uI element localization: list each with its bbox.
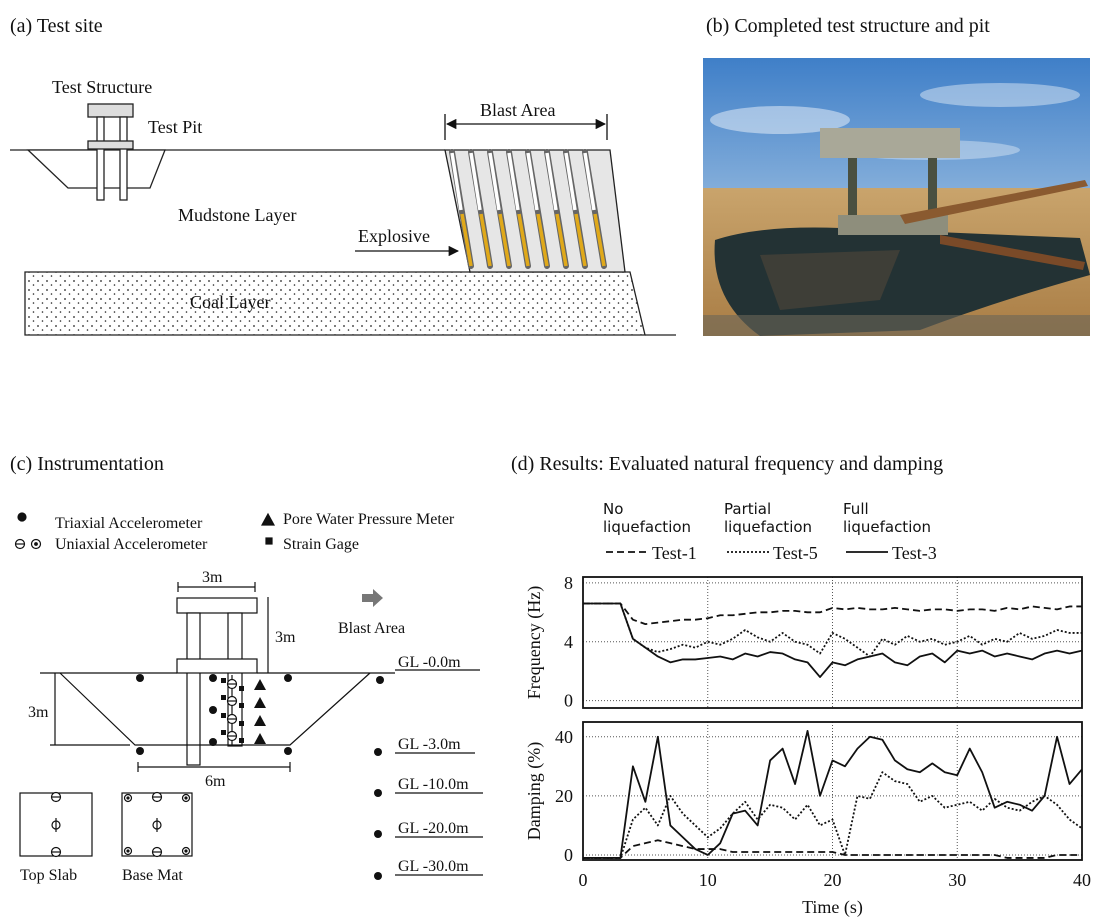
- panel-title: (c) Instrumentation: [10, 453, 164, 475]
- label: Top Slab: [20, 867, 77, 884]
- y-tick-label: 0: [564, 845, 573, 865]
- label: Coal Layer: [190, 292, 270, 312]
- legend-label: Test-3: [892, 543, 937, 563]
- x-tick-label: 40: [1073, 870, 1091, 890]
- figure-canvas: (a) Test site Test Structure Test Pit Bl…: [0, 0, 1096, 919]
- level-label: GL -10.0m: [398, 776, 469, 793]
- x-tick-label: 0: [579, 870, 588, 890]
- y-axis-label: Damping (%): [524, 742, 545, 840]
- legend-label: Strain Gage: [283, 536, 359, 553]
- y-tick-label: 8: [564, 573, 573, 593]
- annotation: Partial liquefaction: [724, 500, 824, 536]
- label: Test Pit: [148, 117, 202, 137]
- label: Blast Area: [338, 620, 405, 637]
- y-tick-label: 4: [564, 632, 573, 652]
- panel-title: (b) Completed test structure and pit: [706, 15, 990, 37]
- dimension-label: 3m: [275, 629, 296, 646]
- y-tick-label: 20: [555, 786, 573, 806]
- label: Test Structure: [52, 77, 152, 97]
- dimension-label: 6m: [205, 773, 226, 790]
- level-label: GL -0.0m: [398, 654, 461, 671]
- annotation: Full liquefaction: [843, 500, 943, 536]
- legend-label: Test-1: [652, 543, 697, 563]
- series-line: [583, 603, 1082, 656]
- y-tick-label: 0: [564, 691, 573, 711]
- label: Base Mat: [122, 867, 183, 884]
- legend-label: Triaxial Accelerometer: [55, 515, 203, 532]
- level-label: GL -30.0m: [398, 858, 469, 875]
- legend-label: Test-5: [773, 543, 818, 563]
- y-tick-label: 40: [555, 727, 573, 747]
- x-tick-label: 20: [824, 870, 842, 890]
- level-label: GL -20.0m: [398, 820, 469, 837]
- annotation: No liquefaction: [603, 500, 703, 536]
- level-label: GL -3.0m: [398, 736, 461, 753]
- x-tick-label: 10: [699, 870, 717, 890]
- x-tick-label: 30: [948, 870, 966, 890]
- photo: [703, 58, 1090, 336]
- panel-title: (a) Test site: [10, 15, 103, 37]
- y-axis-label: Frequency (Hz): [524, 586, 545, 699]
- figure: (a) Test site Test Structure Test Pit Bl…: [0, 0, 1096, 919]
- panel-title: (d) Results: Evaluated natural frequency…: [511, 453, 943, 475]
- label: Explosive: [358, 226, 430, 246]
- x-axis-label: Time (s): [802, 897, 863, 918]
- legend-label: Uniaxial Accelerometer: [55, 536, 208, 553]
- label: Mudstone Layer: [178, 205, 296, 225]
- legend-label: Pore Water Pressure Meter: [283, 511, 455, 528]
- dimension-label: 3m: [202, 569, 223, 586]
- label: Blast Area: [480, 100, 555, 120]
- dimension-label: 3m: [28, 704, 49, 721]
